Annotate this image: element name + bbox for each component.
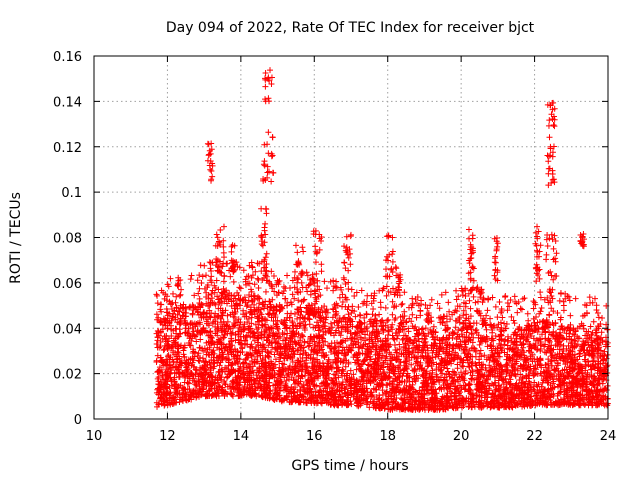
data-point (487, 342, 494, 349)
data-point (389, 332, 396, 339)
data-point (468, 375, 475, 382)
data-point (468, 331, 475, 338)
data-point (385, 316, 392, 323)
data-point (266, 298, 273, 305)
data-point (477, 347, 484, 354)
data-point (416, 338, 423, 345)
data-point (272, 356, 279, 363)
data-point (566, 330, 573, 337)
data-point (197, 336, 204, 343)
data-point (489, 329, 496, 336)
data-point (347, 367, 354, 374)
data-point (185, 325, 192, 332)
data-point (306, 315, 313, 322)
data-point (302, 321, 309, 328)
data-point (203, 318, 210, 325)
data-point (575, 335, 582, 342)
data-point (208, 290, 215, 297)
data-point (348, 401, 355, 408)
data-point (189, 310, 196, 317)
data-point (316, 339, 323, 346)
data-point (476, 350, 483, 357)
data-point (486, 362, 493, 369)
data-point (473, 326, 480, 333)
data-point (220, 334, 227, 341)
data-point (248, 314, 255, 321)
data-point (305, 343, 312, 350)
data-point (470, 320, 477, 327)
data-point (324, 309, 331, 316)
data-point (487, 321, 494, 328)
data-point (604, 351, 611, 358)
data-point (329, 314, 336, 321)
data-point (185, 380, 192, 387)
data-point (476, 341, 483, 348)
data-point (396, 341, 403, 348)
data-point (259, 341, 266, 348)
data-point (253, 326, 260, 333)
data-point (492, 333, 499, 340)
data-point (481, 352, 488, 359)
data-point (483, 333, 490, 340)
data-point (465, 359, 472, 366)
data-point (255, 314, 262, 321)
data-point (291, 377, 298, 384)
data-point (265, 353, 272, 360)
data-point (154, 334, 161, 341)
data-point (301, 324, 308, 331)
data-point (354, 378, 361, 385)
data-point (399, 336, 406, 343)
data-point (300, 315, 307, 322)
data-point (274, 326, 281, 333)
data-point (535, 337, 542, 344)
data-point (317, 399, 324, 406)
data-point (459, 326, 466, 333)
data-point (258, 311, 265, 318)
data-point (589, 351, 596, 358)
data-point (215, 286, 222, 293)
data-point (220, 318, 227, 325)
data-point (243, 303, 250, 310)
data-point (430, 323, 437, 330)
data-points (153, 67, 611, 413)
data-point (378, 363, 385, 370)
data-point (560, 342, 567, 349)
data-point (408, 361, 415, 368)
data-point (153, 357, 160, 364)
